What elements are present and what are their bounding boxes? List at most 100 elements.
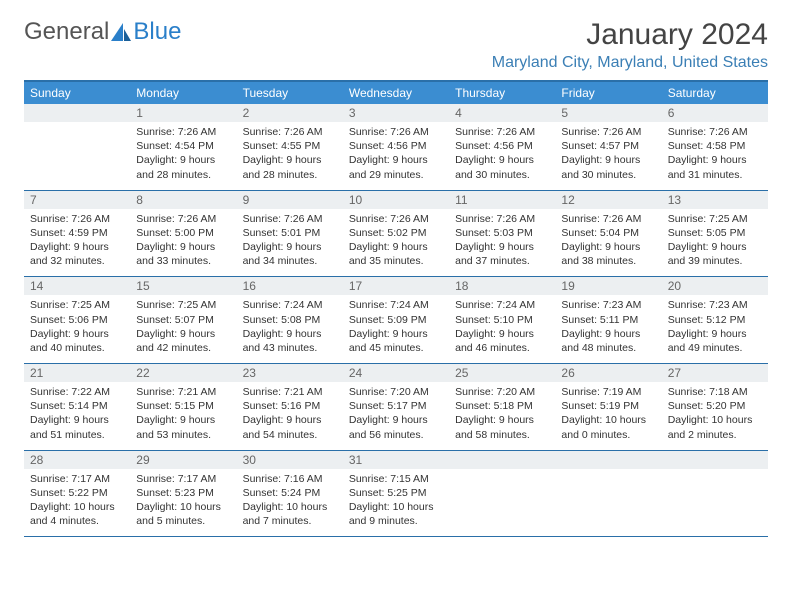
daylight-line: Daylight: 9 hours and 51 minutes.	[30, 413, 124, 441]
weekday-header: Sunday	[24, 81, 130, 104]
day-number: 3	[343, 104, 449, 122]
day-number: 25	[449, 364, 555, 382]
sunset-line: Sunset: 5:17 PM	[349, 399, 443, 413]
sunset-line: Sunset: 5:20 PM	[668, 399, 762, 413]
sunset-line: Sunset: 5:14 PM	[30, 399, 124, 413]
sunrise-line: Sunrise: 7:20 AM	[455, 385, 549, 399]
day-details: Sunrise: 7:25 AMSunset: 5:07 PMDaylight:…	[130, 295, 236, 363]
day-details: Sunrise: 7:20 AMSunset: 5:17 PMDaylight:…	[343, 382, 449, 450]
sunrise-line: Sunrise: 7:26 AM	[455, 125, 549, 139]
day-number: 13	[662, 191, 768, 209]
day-number: 27	[662, 364, 768, 382]
calendar-cell: 30Sunrise: 7:16 AMSunset: 5:24 PMDayligh…	[237, 450, 343, 537]
daylight-line: Daylight: 9 hours and 53 minutes.	[136, 413, 230, 441]
day-details: Sunrise: 7:26 AMSunset: 5:00 PMDaylight:…	[130, 209, 236, 277]
sunrise-line: Sunrise: 7:21 AM	[243, 385, 337, 399]
sunrise-line: Sunrise: 7:24 AM	[243, 298, 337, 312]
sunrise-line: Sunrise: 7:23 AM	[668, 298, 762, 312]
sunrise-line: Sunrise: 7:20 AM	[349, 385, 443, 399]
day-number	[24, 104, 130, 122]
day-details: Sunrise: 7:21 AMSunset: 5:15 PMDaylight:…	[130, 382, 236, 450]
sunset-line: Sunset: 5:07 PM	[136, 313, 230, 327]
calendar-cell: 21Sunrise: 7:22 AMSunset: 5:14 PMDayligh…	[24, 364, 130, 451]
weekday-header-row: SundayMondayTuesdayWednesdayThursdayFrid…	[24, 81, 768, 104]
sunset-line: Sunset: 5:23 PM	[136, 486, 230, 500]
day-number: 11	[449, 191, 555, 209]
sunrise-line: Sunrise: 7:26 AM	[349, 125, 443, 139]
day-details: Sunrise: 7:24 AMSunset: 5:08 PMDaylight:…	[237, 295, 343, 363]
logo-text-general: General	[24, 18, 109, 46]
daylight-line: Daylight: 9 hours and 32 minutes.	[30, 240, 124, 268]
logo-text-blue: Blue	[133, 18, 181, 46]
calendar-cell	[555, 450, 661, 537]
calendar-cell: 28Sunrise: 7:17 AMSunset: 5:22 PMDayligh…	[24, 450, 130, 537]
day-details: Sunrise: 7:16 AMSunset: 5:24 PMDaylight:…	[237, 469, 343, 537]
sunrise-line: Sunrise: 7:25 AM	[668, 212, 762, 226]
calendar-cell: 3Sunrise: 7:26 AMSunset: 4:56 PMDaylight…	[343, 104, 449, 190]
calendar-row: 28Sunrise: 7:17 AMSunset: 5:22 PMDayligh…	[24, 450, 768, 537]
daylight-line: Daylight: 9 hours and 28 minutes.	[243, 153, 337, 181]
calendar-cell: 25 Sunrise: 7:20 AMSunset: 5:18 PMDayligh…	[449, 364, 555, 451]
sunset-line: Sunset: 5:12 PM	[668, 313, 762, 327]
sunrise-line: Sunrise: 7:26 AM	[668, 125, 762, 139]
weekday-header: Tuesday	[237, 81, 343, 104]
day-number: 9	[237, 191, 343, 209]
day-details: Sunrise: 7:23 AMSunset: 5:12 PMDaylight:…	[662, 295, 768, 363]
daylight-line: Daylight: 9 hours and 40 minutes.	[30, 327, 124, 355]
sunset-line: Sunset: 5:15 PM	[136, 399, 230, 413]
calendar-cell: 1Sunrise: 7:26 AMSunset: 4:54 PMDaylight…	[130, 104, 236, 190]
sunset-line: Sunset: 5:06 PM	[30, 313, 124, 327]
weekday-header: Friday	[555, 81, 661, 104]
calendar-cell: 27Sunrise: 7:18 AMSunset: 5:20 PMDayligh…	[662, 364, 768, 451]
day-number	[555, 451, 661, 469]
sunset-line: Sunset: 4:59 PM	[30, 226, 124, 240]
day-number: 20	[662, 277, 768, 295]
calendar-cell: 17Sunrise: 7:24 AMSunset: 5:09 PMDayligh…	[343, 277, 449, 364]
daylight-line: Daylight: 10 hours and 4 minutes.	[30, 500, 124, 528]
sunrise-line: Sunrise: 7:26 AM	[243, 212, 337, 226]
day-details: Sunrise: 7:26 AMSunset: 5:03 PMDaylight:…	[449, 209, 555, 277]
weekday-header: Saturday	[662, 81, 768, 104]
calendar-cell: 24Sunrise: 7:20 AMSunset: 5:17 PMDayligh…	[343, 364, 449, 451]
sunset-line: Sunset: 5:24 PM	[243, 486, 337, 500]
daylight-line: Daylight: 9 hours and 38 minutes.	[561, 240, 655, 268]
day-details: Sunrise: 7:26 AMSunset: 4:56 PMDaylight:…	[449, 122, 555, 190]
sunrise-line: Sunrise: 7:26 AM	[243, 125, 337, 139]
logo: General Blue	[24, 18, 181, 46]
day-details: Sunrise: 7:15 AMSunset: 5:25 PMDaylight:…	[343, 469, 449, 537]
sunset-line: Sunset: 5:08 PM	[243, 313, 337, 327]
daylight-line: Daylight: 9 hours and 58 minutes.	[455, 413, 549, 441]
sunrise-line: Sunrise: 7:16 AM	[243, 472, 337, 486]
daylight-line: Daylight: 10 hours and 5 minutes.	[136, 500, 230, 528]
calendar-cell: 19Sunrise: 7:23 AMSunset: 5:11 PMDayligh…	[555, 277, 661, 364]
sunrise-line: Sunrise: 7:17 AM	[136, 472, 230, 486]
day-number: 15	[130, 277, 236, 295]
day-number: 6	[662, 104, 768, 122]
day-number: 4	[449, 104, 555, 122]
sunrise-line: Sunrise: 7:26 AM	[561, 125, 655, 139]
daylight-line: Daylight: 10 hours and 7 minutes.	[243, 500, 337, 528]
sunset-line: Sunset: 5:19 PM	[561, 399, 655, 413]
calendar-row: 14Sunrise: 7:25 AMSunset: 5:06 PMDayligh…	[24, 277, 768, 364]
sunset-line: Sunset: 5:04 PM	[561, 226, 655, 240]
daylight-line: Daylight: 9 hours and 33 minutes.	[136, 240, 230, 268]
calendar-cell: 11Sunrise: 7:26 AMSunset: 5:03 PMDayligh…	[449, 190, 555, 277]
day-number: 18	[449, 277, 555, 295]
daylight-line: Daylight: 9 hours and 34 minutes.	[243, 240, 337, 268]
day-details: Sunrise: 7:17 AMSunset: 5:23 PMDaylight:…	[130, 469, 236, 537]
calendar-cell: 16Sunrise: 7:24 AMSunset: 5:08 PMDayligh…	[237, 277, 343, 364]
day-number: 2	[237, 104, 343, 122]
sunset-line: Sunset: 4:56 PM	[349, 139, 443, 153]
sunrise-line: Sunrise: 7:19 AM	[561, 385, 655, 399]
sunset-line: Sunset: 4:55 PM	[243, 139, 337, 153]
sunrise-line: Sunrise: 7:24 AM	[349, 298, 443, 312]
calendar-cell: 31Sunrise: 7:15 AMSunset: 5:25 PMDayligh…	[343, 450, 449, 537]
calendar-cell: 4Sunrise: 7:26 AMSunset: 4:56 PMDaylight…	[449, 104, 555, 190]
day-details: Sunrise: 7:25 AMSunset: 5:05 PMDaylight:…	[662, 209, 768, 277]
day-details: Sunrise: 7:19 AMSunset: 5:19 PMDaylight:…	[555, 382, 661, 450]
day-number	[449, 451, 555, 469]
day-details: Sunrise: 7:26 AMSunset: 4:59 PMDaylight:…	[24, 209, 130, 277]
sunset-line: Sunset: 5:18 PM	[455, 399, 549, 413]
calendar-cell: 15Sunrise: 7:25 AMSunset: 5:07 PMDayligh…	[130, 277, 236, 364]
calendar-cell	[449, 450, 555, 537]
